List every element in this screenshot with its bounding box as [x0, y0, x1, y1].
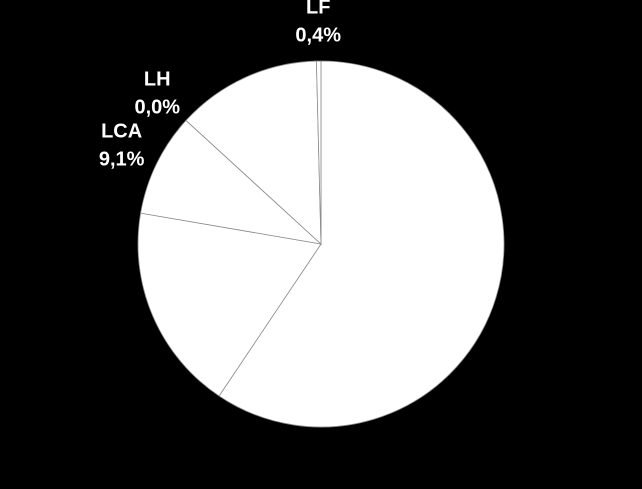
value-label: 0,4%: [295, 24, 341, 46]
value-label: 9,1%: [99, 149, 145, 171]
slice-label: LH: [144, 68, 171, 90]
pie-slice: [140, 119, 323, 245]
value-label: 0,0%: [134, 96, 180, 118]
pie-slice: [137, 212, 322, 397]
slice-label: LF: [306, 0, 330, 18]
pie-slice: [218, 60, 505, 428]
pie-slice: [185, 60, 322, 245]
pie-slice: [315, 60, 322, 245]
slice-label: LCA: [101, 121, 142, 143]
